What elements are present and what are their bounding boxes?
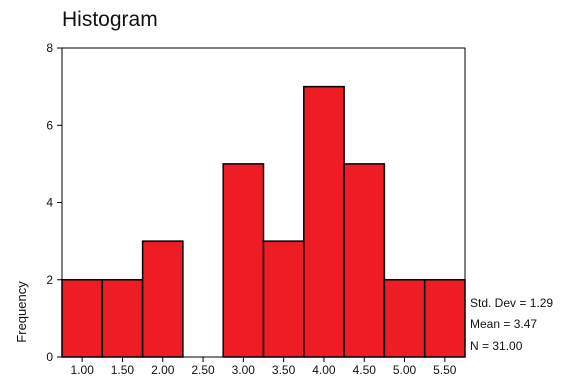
y-tick-label-8: 8 xyxy=(46,41,53,55)
y-tick-label-4: 4 xyxy=(46,196,53,210)
x-tick-label-4.50: 4.50 xyxy=(353,363,377,377)
histogram-bar-1.00 xyxy=(61,279,104,358)
y-axis-label-group: Frequency xyxy=(14,281,29,343)
y-tick-label-2: 2 xyxy=(46,273,53,287)
histogram-bar-5.50 xyxy=(423,279,466,358)
histogram-bar-5.00 xyxy=(383,279,426,358)
stats-box: Std. Dev = 1.29 Mean = 3.47 N = 31.00 xyxy=(470,296,553,353)
y-ticks-group: 0 2 4 6 8 xyxy=(46,41,62,364)
histogram-bar-4.50 xyxy=(343,163,386,358)
y-axis-label: Frequency xyxy=(14,281,29,343)
x-tick-label-1.00: 1.00 xyxy=(71,363,95,377)
stats-n: N = 31.00 xyxy=(470,339,523,353)
x-tick-label-3.50: 3.50 xyxy=(272,363,296,377)
x-tick-label-1.50: 1.50 xyxy=(111,363,135,377)
histogram-bar-2.00 xyxy=(141,240,184,358)
bars-group xyxy=(61,85,466,358)
histogram-bar-1.50 xyxy=(101,279,144,358)
x-tick-label-4.00: 4.00 xyxy=(312,363,336,377)
histogram-bar-4.00 xyxy=(303,85,345,358)
stats-std-dev: Std. Dev = 1.29 xyxy=(470,296,553,310)
stats-mean: Mean = 3.47 xyxy=(470,317,537,331)
histogram-bar-3.50 xyxy=(262,240,305,358)
x-tick-label-2.00: 2.00 xyxy=(151,363,175,377)
x-tick-label-3.00: 3.00 xyxy=(232,363,256,377)
x-tick-label-5.50: 5.50 xyxy=(433,363,457,377)
x-tick-label-5.00: 5.00 xyxy=(393,363,417,377)
x-ticks-group: 1.00 1.50 2.00 2.50 3.00 3.50 4.00 4.50 5.00 5.50 xyxy=(71,357,457,377)
chart-title: Histogram xyxy=(62,8,158,31)
histogram-bar-3.00 xyxy=(222,163,265,358)
x-tick-label-2.50: 2.50 xyxy=(191,363,215,377)
y-tick-label-0: 0 xyxy=(46,350,53,364)
y-tick-label-6: 6 xyxy=(46,118,53,132)
